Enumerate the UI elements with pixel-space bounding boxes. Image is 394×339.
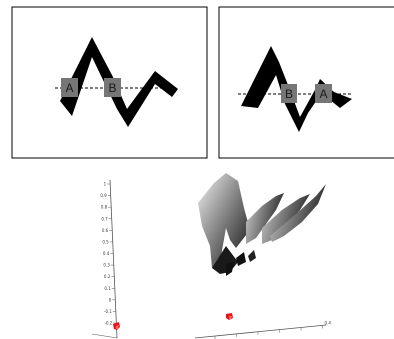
z-tick-label: 0.1: [104, 286, 111, 291]
z-tick-label: 0: [109, 297, 112, 302]
marker-b-left: B: [104, 78, 121, 97]
z-tick-label: -0.2: [105, 321, 113, 326]
surface-blade-1: [246, 193, 284, 244]
surface-main: [198, 173, 250, 268]
surface-blade-3: [270, 184, 326, 242]
z-tick-label: 0.2: [104, 274, 111, 279]
marker-label: B: [108, 81, 116, 95]
z-tick-label: 0.9: [100, 193, 107, 198]
plot-3d: 1 0.9 0.8 0.7 0.6 0.5 0.4 0.3 0.2 0.1 0 -0.1 -0.2 0.…: [91, 173, 332, 339]
surface-fragment-3: [248, 250, 256, 262]
z-tick-label: -0.1: [104, 309, 112, 314]
z-axis-ticks: 1 0.9 0.8 0.7 0.6 0.5 0.4 0.3 0.2 0.1 0 -0.1 -0.2: [100, 182, 117, 326]
z-tick-label: 0.6: [102, 228, 109, 233]
surface-blade-2: [262, 194, 310, 244]
red-marker-left: [113, 322, 120, 330]
red-marker-shadow: [229, 316, 232, 319]
z-tick-label: 0.3: [103, 263, 110, 268]
z-axis: [109, 179, 118, 339]
z-tick-label: 1: [104, 182, 107, 187]
z-tick-label: 0.5: [102, 239, 109, 244]
z-tick-label: 0.7: [101, 216, 108, 221]
x-tick-label: 0.4: [325, 321, 332, 326]
marker-box: [104, 78, 121, 97]
marker-label: A: [319, 87, 327, 101]
right-panel: B A: [218, 6, 394, 159]
surface-fragment-1: [226, 262, 234, 276]
zigzag-shape-left: [60, 37, 178, 127]
right-panel-frame: [218, 6, 394, 159]
left-panel: A B: [11, 6, 208, 159]
marker-a-left: A: [61, 78, 78, 97]
marker-b-right: B: [281, 84, 297, 103]
red-marker-shadow: [116, 325, 119, 329]
marker-box: [61, 78, 78, 97]
zigzag-shape-right: [241, 46, 352, 132]
marker-box: [315, 84, 332, 103]
marker-box: [281, 84, 297, 103]
x-axis: [91, 333, 118, 339]
z-tick-label: 0.4: [103, 251, 110, 256]
red-marker-center: [226, 313, 233, 320]
y-axis: [194, 324, 327, 339]
marker-a-right: A: [315, 84, 332, 103]
x-axis-ticks: 0.4: [214, 321, 332, 339]
depth-surface: [198, 173, 326, 276]
marker-label: B: [285, 87, 293, 101]
z-tick-label: 0.8: [101, 205, 108, 210]
marker-label: A: [65, 81, 73, 95]
surface-fragment-2: [236, 252, 246, 266]
